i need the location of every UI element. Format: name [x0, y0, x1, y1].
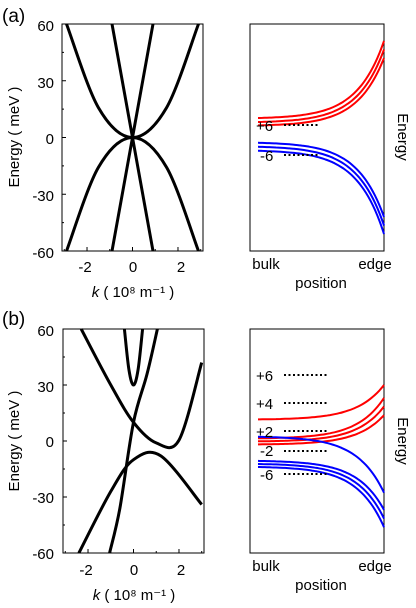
panel-a-ytick-label: -60 [32, 245, 54, 262]
panel-a-ytick-label: 60 [37, 18, 54, 35]
panel-a-right-xlabel: position [295, 275, 347, 292]
edge-state-curve [257, 463, 385, 519]
dispersion-branch [110, 23, 155, 252]
panel-b-xtick-label: -2 [79, 562, 92, 579]
edge-state-curve [257, 149, 385, 235]
dispersion-branch [122, 328, 145, 387]
edge-state-curve [257, 40, 385, 119]
panel-b-right-xlabel: position [295, 577, 347, 594]
panel-b-tag: (b) [2, 309, 25, 330]
panel-b-x-bulk-label: bulk [252, 558, 280, 575]
panel-a-xtick-label: -2 [78, 259, 91, 276]
panel-b-level-label: +4 [256, 396, 273, 413]
dispersion-branch [65, 23, 200, 140]
panel-a-right-ylabel: Energy [394, 113, 411, 161]
dispersion-branch [108, 328, 159, 554]
panel-b-level-label: +6 [256, 368, 273, 385]
panel-b-xtick-label: 0 [130, 562, 138, 579]
panel-b-right-ylabel: Energy [394, 417, 411, 465]
panel-a-x-edge-label: edge [358, 256, 391, 273]
edge-state-curve [257, 384, 385, 421]
dispersion-branch [77, 450, 203, 554]
edge-state-curve [257, 459, 385, 511]
panel-b-ytick-label: 60 [37, 323, 54, 340]
edge-state-curve [257, 435, 385, 494]
dispersion-branch [79, 328, 204, 450]
panel-b-level-label: -6 [260, 467, 273, 484]
edge-state-curve [257, 49, 385, 123]
panel-a-ylabel: Energy ( meV ) [6, 87, 23, 188]
panel-a-xtick-label: 0 [129, 259, 137, 276]
panel-a-ytick-label: 30 [37, 75, 54, 92]
edge-state-curve [258, 405, 385, 443]
panel-b-xtick-label: 2 [177, 562, 185, 579]
panel-a-tag: (a) [2, 6, 25, 27]
panel-a-xlabel: k ( 10⁸ m⁻¹ ) [92, 284, 175, 301]
panel-b-x-edge-label: edge [358, 558, 391, 575]
panel-b-ytick-label: 30 [37, 379, 54, 396]
edge-state-curve [257, 466, 385, 528]
edge-state-curve [257, 141, 385, 218]
panel-b-left-ticks [63, 328, 203, 554]
panel-b-level-label: -2 [260, 443, 273, 460]
panel-b-xlabel: k ( 10⁸ m⁻¹ ) [93, 587, 176, 604]
panel-b-left-axes [62, 328, 205, 554]
panel-a-xtick-label: 2 [177, 259, 185, 276]
panel-b-ytick-label: -60 [32, 546, 54, 563]
panel-b-ytick-label: 0 [46, 434, 54, 451]
edge-state-curve [257, 145, 385, 226]
panel-b-ytick-label: -30 [32, 490, 54, 507]
panel-b-ylabel: Energy ( meV ) [6, 391, 23, 492]
panel-a-ytick-label: 0 [46, 131, 54, 148]
panel-a-level-label: +6 [256, 118, 273, 135]
panel-a-x-bulk-label: bulk [252, 256, 280, 273]
panel-b-edge-curves [257, 384, 385, 528]
panel-b-right-axes [249, 328, 385, 554]
panel-a-right-axes [249, 23, 385, 252]
panel-a-edge-curves [257, 40, 385, 235]
edge-state-curve [257, 57, 385, 127]
panel-a-ytick-label: -30 [32, 188, 54, 205]
panel-a-dispersion-curves [65, 23, 200, 252]
panel-a-level-label: -6 [260, 148, 273, 165]
panel-a-left-ticks [62, 23, 202, 252]
panel-b-dispersion-curves [77, 328, 204, 554]
panel-b-level-label: +2 [256, 424, 273, 441]
dispersion-branch [65, 135, 200, 252]
